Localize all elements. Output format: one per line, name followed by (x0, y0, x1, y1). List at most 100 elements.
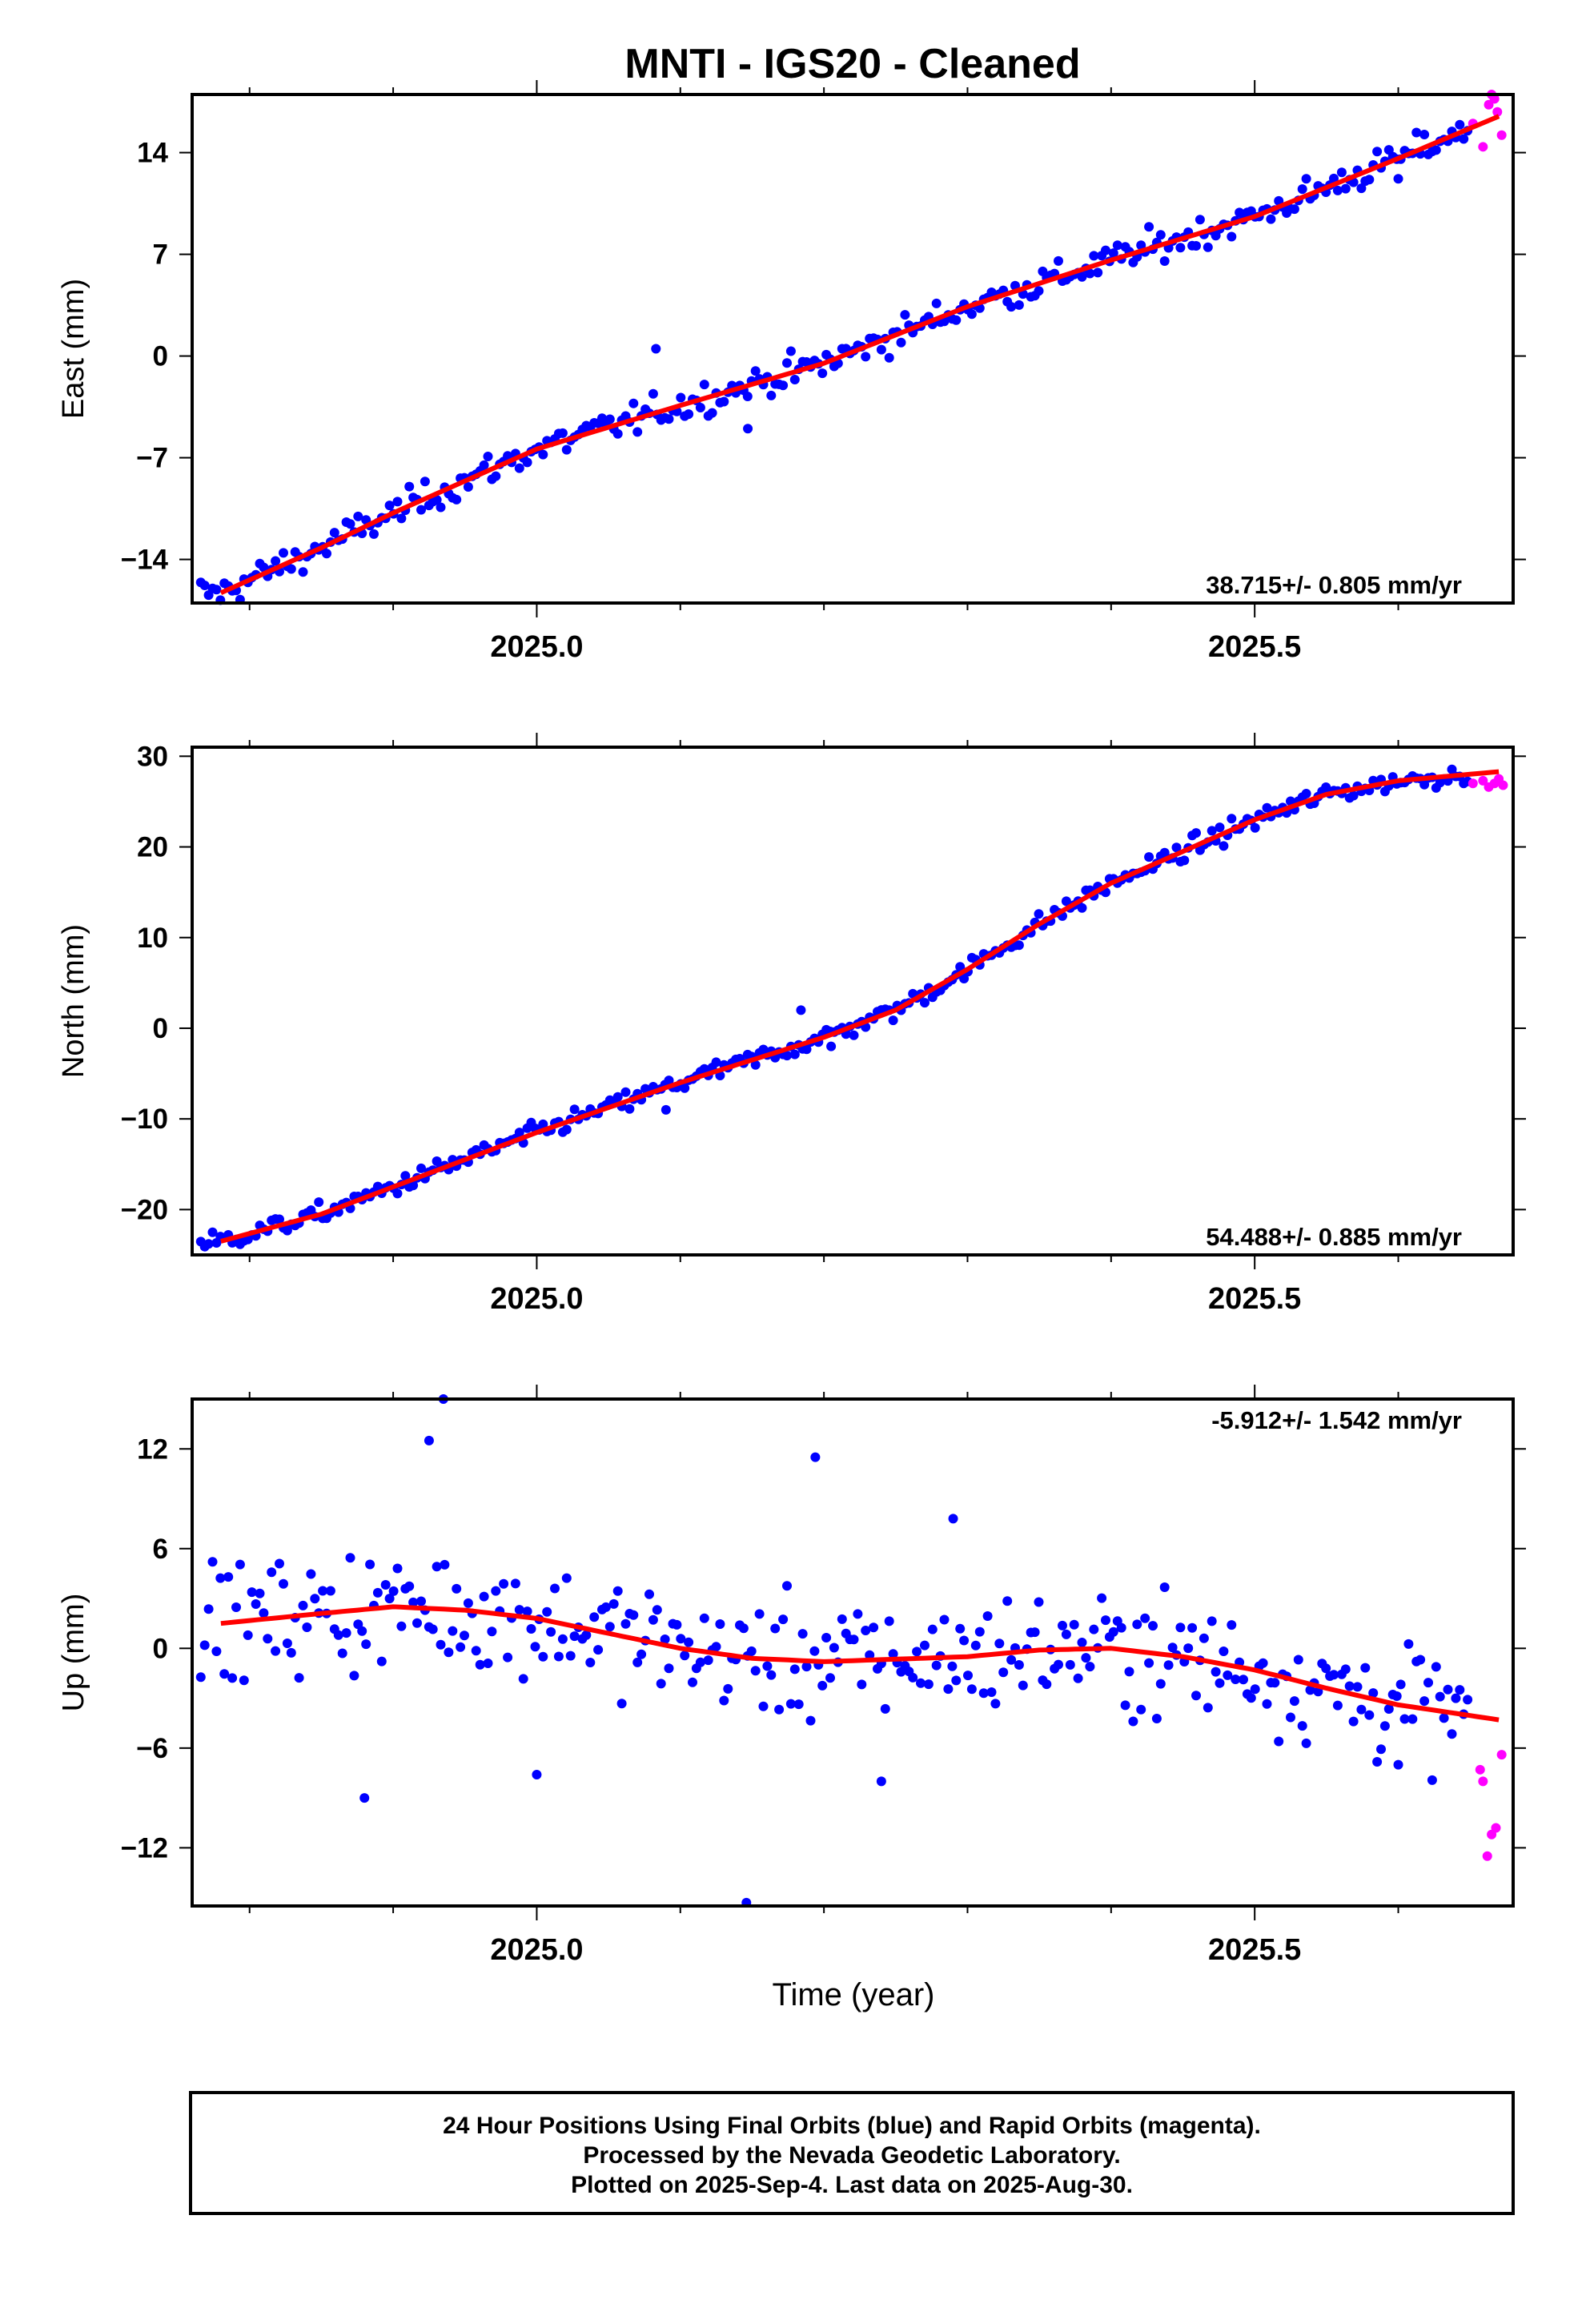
data-point (1061, 1629, 1071, 1639)
data-point (412, 1618, 422, 1628)
y-tick-label: 6 (153, 1534, 168, 1565)
data-point (994, 1638, 1005, 1649)
data-point (380, 1580, 391, 1590)
data-point (372, 1587, 383, 1598)
y-tick-label: 0 (153, 1633, 168, 1664)
data-point (1195, 215, 1205, 225)
data-point (306, 1569, 316, 1579)
y-axis-label: North (mm) (57, 924, 90, 1078)
data-point (711, 1057, 721, 1068)
data-point (487, 1626, 497, 1637)
data-point (255, 1588, 265, 1598)
data-point (1431, 145, 1441, 155)
data-point (463, 1598, 473, 1608)
data-point (1235, 207, 1245, 218)
data-point (916, 1678, 926, 1688)
data-point (219, 1669, 230, 1679)
data-point (1435, 1691, 1445, 1702)
data-point (452, 1583, 462, 1594)
data-point (1329, 1670, 1339, 1680)
data-point (750, 1059, 761, 1070)
data-point (1148, 1621, 1158, 1631)
x-tick-label: 2025.5 (1208, 630, 1301, 664)
data-point (392, 1563, 403, 1574)
data-point (793, 1699, 804, 1710)
data-point (275, 1558, 284, 1569)
data-point (1391, 1691, 1402, 1701)
data-point (1097, 1593, 1107, 1603)
data-point (743, 424, 753, 434)
rapid-point (1478, 775, 1488, 786)
data-point (542, 1606, 552, 1617)
data-point (1364, 1710, 1375, 1720)
data-point (821, 1633, 832, 1642)
data-point (199, 1640, 210, 1651)
data-point (1014, 300, 1024, 310)
data-point (880, 1703, 890, 1714)
data-point (428, 1624, 438, 1634)
data-point (1203, 1703, 1213, 1713)
data-point (750, 1666, 761, 1676)
data-point (738, 1623, 749, 1634)
data-point (672, 1619, 682, 1630)
data-point (931, 1660, 942, 1671)
data-point (644, 1589, 654, 1599)
data-point (1054, 255, 1063, 266)
data-point (1262, 802, 1272, 813)
rapid-point (1496, 1750, 1507, 1760)
data-point (1167, 1642, 1178, 1653)
final-orbit-points (195, 1394, 1473, 1908)
rate-label: -5.912+/- 1.542 mm/yr (1211, 1406, 1462, 1434)
data-point (408, 1597, 419, 1607)
data-point (1419, 1696, 1430, 1707)
data-point (1301, 789, 1311, 798)
data-point (785, 1699, 796, 1709)
data-point (286, 564, 296, 574)
data-point (801, 1662, 812, 1672)
data-point (345, 519, 355, 529)
data-point (1332, 1700, 1343, 1711)
data-point (719, 1695, 729, 1706)
data-point (719, 396, 729, 407)
data-point (923, 1679, 934, 1690)
rate-label: 54.488+/- 0.885 mm/yr (1206, 1223, 1462, 1251)
data-point (408, 1180, 419, 1191)
y-tick-label: −14 (121, 545, 169, 576)
data-point (951, 315, 962, 325)
data-point (1344, 1681, 1355, 1691)
data-point (628, 1610, 639, 1620)
data-point (538, 1651, 548, 1662)
data-point (1042, 1679, 1052, 1690)
data-point (1356, 183, 1367, 194)
data-point (1219, 1647, 1229, 1656)
data-point (1364, 175, 1375, 185)
data-point (1419, 130, 1430, 139)
data-point (1266, 214, 1276, 224)
data-point (636, 1649, 647, 1659)
panel-frame (191, 93, 1515, 605)
data-point (432, 495, 442, 505)
data-point (1393, 174, 1403, 184)
y-tick-label: 10 (137, 923, 168, 954)
data-point (888, 1649, 898, 1659)
data-point (766, 1670, 777, 1680)
data-point (817, 1680, 828, 1691)
data-point (711, 1642, 721, 1652)
data-point (1274, 1736, 1284, 1747)
data-point (392, 1188, 403, 1199)
data-point (235, 1559, 245, 1570)
data-point (514, 463, 524, 473)
data-point (616, 1699, 627, 1709)
data-point (948, 1514, 958, 1524)
data-point (1077, 271, 1087, 282)
data-point (789, 1664, 800, 1675)
data-point (483, 1659, 493, 1668)
data-point (1014, 940, 1024, 951)
y-tick-label: 7 (153, 239, 168, 271)
data-point (247, 1587, 257, 1598)
data-point (789, 1049, 800, 1059)
data-point (707, 408, 717, 418)
data-point (661, 1104, 671, 1115)
data-point (754, 1609, 765, 1619)
data-point (195, 1672, 206, 1683)
